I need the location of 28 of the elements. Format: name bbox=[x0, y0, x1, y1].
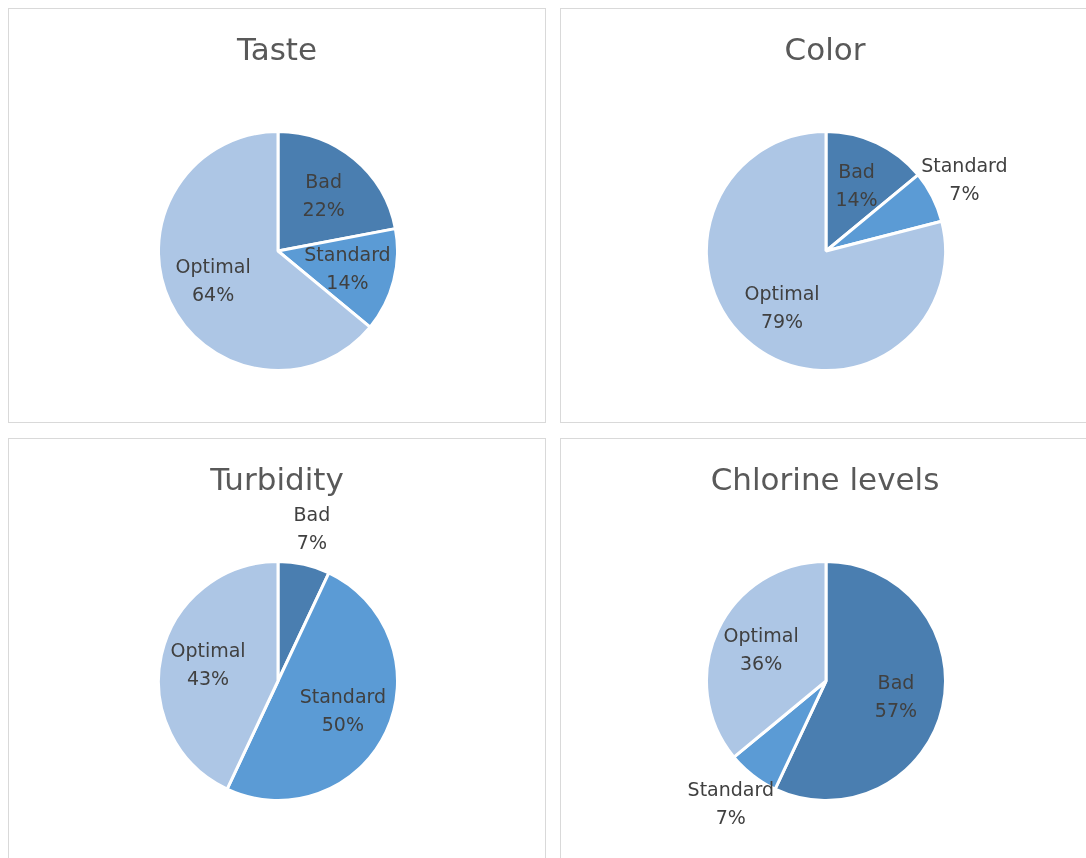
chart-title: Color bbox=[783, 31, 867, 67]
data-label: 14% bbox=[326, 270, 369, 293]
data-label: 7% bbox=[949, 182, 980, 205]
slice-label: Bad bbox=[305, 169, 343, 192]
slice-label: Standard bbox=[921, 154, 1008, 177]
data-label: 36% bbox=[740, 652, 783, 675]
data-label: 64% bbox=[192, 283, 235, 306]
chart-title: Turbidity bbox=[209, 461, 345, 497]
slice-label: Standard bbox=[687, 777, 774, 800]
data-label: 22% bbox=[302, 197, 345, 220]
data-label: 7% bbox=[715, 805, 746, 828]
slice-label: Optimal bbox=[744, 281, 820, 304]
data-label: 43% bbox=[186, 667, 230, 690]
data-label: 14% bbox=[835, 188, 878, 211]
data-label: 50% bbox=[321, 713, 364, 736]
slice-label: Optimal bbox=[723, 624, 799, 647]
slice-label: Bad bbox=[838, 160, 875, 183]
slice-label: Optimal bbox=[170, 639, 246, 662]
chart-title: Taste bbox=[235, 31, 319, 67]
data-label: 7% bbox=[296, 531, 327, 554]
slice-label: Optimal bbox=[175, 255, 251, 278]
slice-label: Bad bbox=[877, 670, 915, 693]
data-label: 79% bbox=[760, 309, 804, 332]
slice-label: Bad bbox=[293, 503, 331, 526]
slice-label: Standard bbox=[299, 685, 387, 708]
chart-title: Chlorine levels bbox=[709, 461, 941, 497]
data-label: 57% bbox=[874, 698, 918, 721]
slice-label: Standard bbox=[304, 242, 391, 265]
